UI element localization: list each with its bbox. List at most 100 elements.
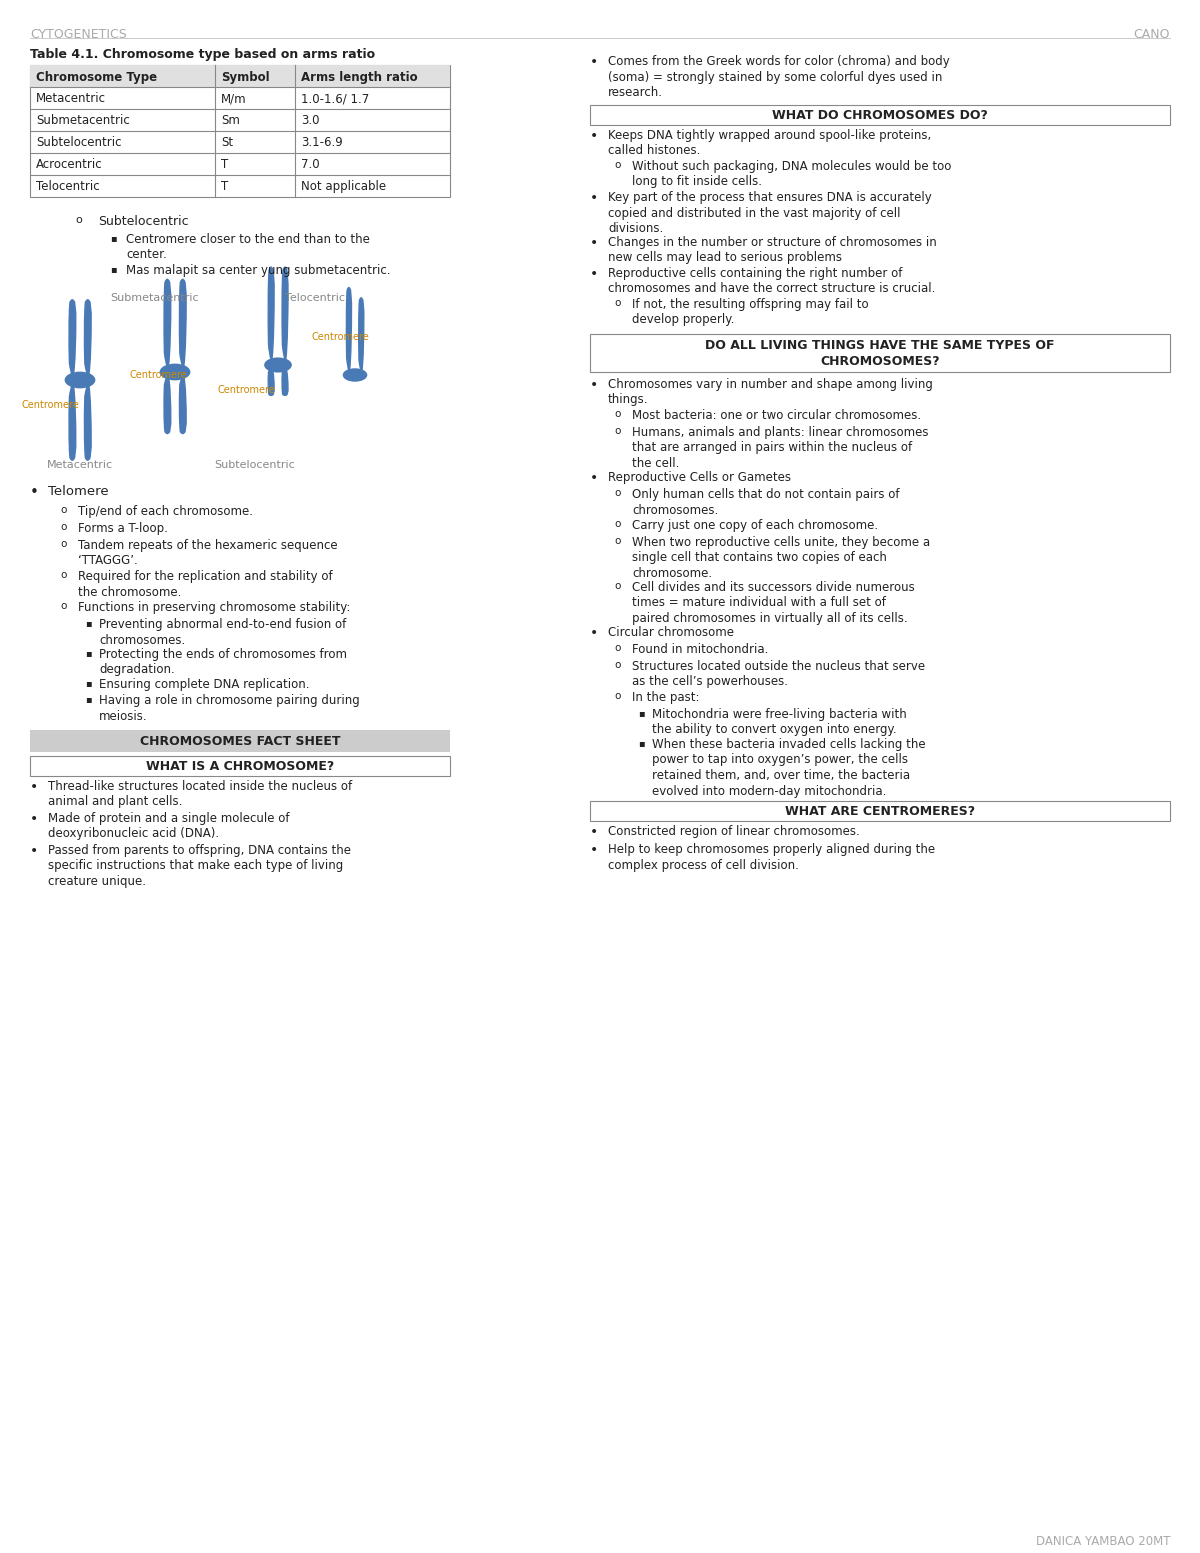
Bar — [590, 334, 1170, 373]
PathPatch shape — [179, 376, 187, 435]
Text: o: o — [614, 691, 620, 700]
Text: o: o — [60, 570, 66, 579]
Text: Chromosome Type: Chromosome Type — [36, 71, 157, 84]
Bar — [590, 801, 1170, 822]
Text: Not applicable: Not applicable — [301, 180, 386, 193]
Text: Symbol: Symbol — [221, 71, 270, 84]
Text: Reproductive Cells or Gametes: Reproductive Cells or Gametes — [608, 471, 791, 485]
Text: Tip/end of each chromosome.: Tip/end of each chromosome. — [78, 505, 253, 519]
Text: ▪: ▪ — [638, 738, 644, 749]
Text: Protecting the ends of chromosomes from
degradation.: Protecting the ends of chromosomes from … — [98, 648, 347, 677]
Text: o: o — [614, 426, 620, 436]
Text: Centromere: Centromere — [130, 370, 187, 380]
Text: If not, the resulting offspring may fail to
develop properly.: If not, the resulting offspring may fail… — [632, 298, 869, 326]
Text: T: T — [221, 158, 228, 171]
Text: o: o — [614, 160, 620, 169]
Text: Constricted region of linear chromosomes.: Constricted region of linear chromosomes… — [608, 825, 859, 839]
Text: o: o — [60, 522, 66, 533]
Text: Centromere closer to the end than to the
center.: Centromere closer to the end than to the… — [126, 233, 370, 261]
Text: Passed from parents to offspring, DNA contains the
specific instructions that ma: Passed from parents to offspring, DNA co… — [48, 843, 352, 888]
Text: •: • — [30, 843, 38, 857]
Text: o: o — [60, 505, 66, 516]
Text: Mitochondria were free-living bacteria with
the ability to convert oxygen into e: Mitochondria were free-living bacteria w… — [652, 708, 907, 736]
Text: o: o — [74, 214, 82, 225]
Text: Metacentric: Metacentric — [36, 92, 106, 106]
Text: •: • — [590, 267, 599, 281]
Text: CHROMOSOMES FACT SHEET: CHROMOSOMES FACT SHEET — [139, 735, 341, 749]
Ellipse shape — [65, 371, 96, 388]
Text: Made of protein and a single molecule of
deoxyribonucleic acid (DNA).: Made of protein and a single molecule of… — [48, 812, 289, 840]
Text: o: o — [614, 519, 620, 530]
Text: o: o — [614, 581, 620, 592]
Text: Ensuring complete DNA replication.: Ensuring complete DNA replication. — [98, 679, 310, 691]
Text: Telomere: Telomere — [48, 485, 109, 499]
Text: Arms length ratio: Arms length ratio — [301, 71, 418, 84]
Text: Most bacteria: one or two circular chromosomes.: Most bacteria: one or two circular chrom… — [632, 408, 922, 422]
Text: CYTOGENETICS: CYTOGENETICS — [30, 28, 127, 40]
Text: Subtelocentric: Subtelocentric — [36, 137, 121, 149]
Text: When these bacteria invaded cells lacking the
power to tap into oxygen’s power, : When these bacteria invaded cells lackin… — [652, 738, 925, 798]
Text: WHAT ARE CENTROMERES?: WHAT ARE CENTROMERES? — [785, 804, 976, 818]
Text: •: • — [590, 54, 599, 68]
Text: Subtelocentric: Subtelocentric — [98, 214, 188, 228]
Text: Centromere: Centromere — [22, 401, 79, 410]
PathPatch shape — [84, 384, 92, 461]
Text: Table 4.1. Chromosome type based on arms ratio: Table 4.1. Chromosome type based on arms… — [30, 48, 376, 61]
Text: Changes in the number or structure of chromosomes in
new cells may lead to serio: Changes in the number or structure of ch… — [608, 236, 937, 264]
Text: Submetacentric: Submetacentric — [36, 113, 130, 127]
PathPatch shape — [163, 376, 172, 435]
Text: When two reproductive cells unite, they become a
single cell that contains two c: When two reproductive cells unite, they … — [632, 536, 930, 579]
PathPatch shape — [68, 384, 77, 461]
PathPatch shape — [358, 297, 365, 373]
PathPatch shape — [281, 367, 289, 396]
Text: •: • — [30, 485, 38, 500]
Ellipse shape — [160, 363, 191, 380]
Text: Key part of the process that ensures DNA is accurately
copied and distributed in: Key part of the process that ensures DNA… — [608, 191, 931, 235]
PathPatch shape — [268, 367, 275, 396]
Text: Found in mitochondria.: Found in mitochondria. — [632, 643, 768, 655]
Text: Thread-like structures located inside the nucleus of
animal and plant cells.: Thread-like structures located inside th… — [48, 780, 352, 809]
Text: ▪: ▪ — [85, 694, 91, 704]
Text: In the past:: In the past: — [632, 691, 700, 704]
PathPatch shape — [84, 298, 92, 376]
Text: DO ALL LIVING THINGS HAVE THE SAME TYPES OF
CHROMOSOMES?: DO ALL LIVING THINGS HAVE THE SAME TYPES… — [706, 339, 1055, 368]
Text: T: T — [221, 180, 228, 193]
Text: Telocentric: Telocentric — [36, 180, 100, 193]
PathPatch shape — [163, 278, 172, 368]
Text: Having a role in chromosome pairing during
meiosis.: Having a role in chromosome pairing duri… — [98, 694, 360, 722]
Text: o: o — [614, 408, 620, 419]
Text: Tandem repeats of the hexameric sequence
‘TTAGGG’.: Tandem repeats of the hexameric sequence… — [78, 539, 337, 567]
Text: •: • — [30, 780, 38, 794]
Text: Forms a T-loop.: Forms a T-loop. — [78, 522, 168, 534]
Bar — [30, 65, 450, 197]
Text: Metacentric: Metacentric — [47, 460, 113, 471]
Text: ▪: ▪ — [85, 648, 91, 658]
Bar — [590, 106, 1170, 124]
Text: Subtelocentric: Subtelocentric — [215, 460, 295, 471]
PathPatch shape — [68, 298, 77, 376]
Text: o: o — [614, 536, 620, 547]
Text: 1.0-1.6/ 1.7: 1.0-1.6/ 1.7 — [301, 92, 370, 106]
Text: ▪: ▪ — [110, 233, 116, 242]
Text: Preventing abnormal end-to-end fusion of
chromosomes.: Preventing abnormal end-to-end fusion of… — [98, 618, 347, 646]
Text: ▪: ▪ — [638, 708, 644, 717]
Text: Functions in preserving chromosome stability:: Functions in preserving chromosome stabi… — [78, 601, 350, 613]
Text: •: • — [590, 236, 599, 250]
Text: Structures located outside the nucleus that serve
as the cell’s powerhouses.: Structures located outside the nucleus t… — [632, 660, 925, 688]
Text: Chromosomes vary in number and shape among living
things.: Chromosomes vary in number and shape amo… — [608, 377, 932, 407]
Text: Circular chromosome: Circular chromosome — [608, 626, 734, 638]
Text: Cell divides and its successors divide numerous
times = mature individual with a: Cell divides and its successors divide n… — [632, 581, 914, 624]
Text: 7.0: 7.0 — [301, 158, 319, 171]
Text: WHAT IS A CHROMOSOME?: WHAT IS A CHROMOSOME? — [146, 759, 334, 773]
PathPatch shape — [268, 266, 275, 360]
Text: •: • — [590, 825, 599, 839]
Text: Comes from the Greek words for color (chroma) and body
(soma) = strongly stained: Comes from the Greek words for color (ch… — [608, 54, 949, 99]
Text: •: • — [30, 812, 38, 826]
Text: •: • — [590, 129, 599, 143]
Text: o: o — [614, 660, 620, 669]
Text: o: o — [614, 643, 620, 652]
Text: Keeps DNA tightly wrapped around spool-like proteins,
called histones.: Keeps DNA tightly wrapped around spool-l… — [608, 129, 931, 157]
Text: Mas malapit sa center yung submetacentric.: Mas malapit sa center yung submetacentri… — [126, 264, 390, 276]
Text: o: o — [614, 298, 620, 307]
Text: ▪: ▪ — [85, 618, 91, 627]
